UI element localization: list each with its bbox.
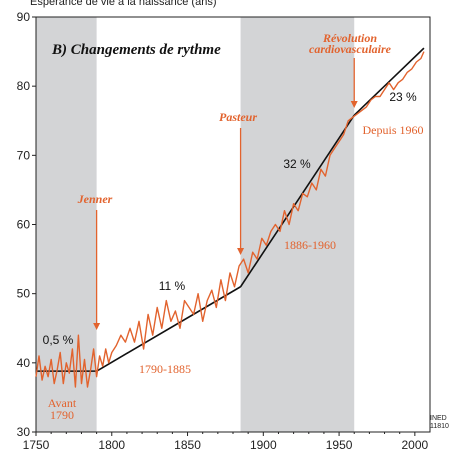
trend-lines xyxy=(36,47,425,372)
period-since-1960-label: Depuis 1960 xyxy=(363,123,424,137)
shaded-period-0 xyxy=(36,17,97,432)
annotation-jenner: Jenner xyxy=(77,192,113,206)
axes: 30 40 50 60 70 80 90 1750 1800 1850 1900 1950 2000 xyxy=(17,10,431,452)
annotation-pasteur: Pasteur xyxy=(219,110,257,124)
y-tick-label: 30 xyxy=(17,425,31,439)
x-tick-label: 1950 xyxy=(326,438,353,452)
trend-line-1 xyxy=(96,286,241,372)
annotation-arrow-head-1 xyxy=(237,248,245,255)
source-number: 11810 xyxy=(430,423,449,430)
shaded-period-1 xyxy=(240,17,355,432)
y-axis-label: Espérance de vie à la naissance (ans) xyxy=(30,0,217,8)
annotation-revolution-line2: cardiovasculaire xyxy=(309,42,392,56)
trend-line-3 xyxy=(353,47,425,116)
period-before-label-2: 1790 xyxy=(50,408,74,422)
y-tick-label: 80 xyxy=(17,79,31,93)
x-tick-label: 2000 xyxy=(401,438,428,452)
annotation-arrow-head-0 xyxy=(93,323,101,330)
rate-before-1790: 0,5 % xyxy=(43,333,74,347)
trend-line-2 xyxy=(239,114,355,288)
rate-1886-1960: 32 % xyxy=(283,157,311,171)
series-line-0 xyxy=(35,51,425,388)
annotation-arrow-head-2 xyxy=(350,101,358,108)
period-1886-1960-label: 1886-1960 xyxy=(284,238,336,252)
data-series xyxy=(35,51,425,388)
x-tick-label: 1900 xyxy=(250,438,277,452)
source-ined: INED xyxy=(430,415,447,422)
y-tick-label: 90 xyxy=(17,10,31,24)
period-before-label-1: Avant xyxy=(48,396,77,410)
rate-1790-1885: 11 % xyxy=(159,279,186,293)
x-tick-label: 1800 xyxy=(98,438,125,452)
annotation-revolution-line1: Révolution xyxy=(322,31,377,45)
shaded-periods xyxy=(36,17,355,432)
x-tick-label: 1850 xyxy=(174,438,201,452)
y-tick-label: 50 xyxy=(17,287,31,301)
rate-since-1960: 23 % xyxy=(389,90,417,104)
annotation-arrows xyxy=(93,58,358,330)
x-tick-label: 1750 xyxy=(23,438,50,452)
y-tick-label: 70 xyxy=(17,148,31,162)
chart-title: B) Changements de rythme xyxy=(51,42,221,58)
y-tick-label: 40 xyxy=(17,356,31,370)
period-1790-1885-label: 1790-1885 xyxy=(139,362,191,376)
y-tick-label: 60 xyxy=(17,218,31,232)
